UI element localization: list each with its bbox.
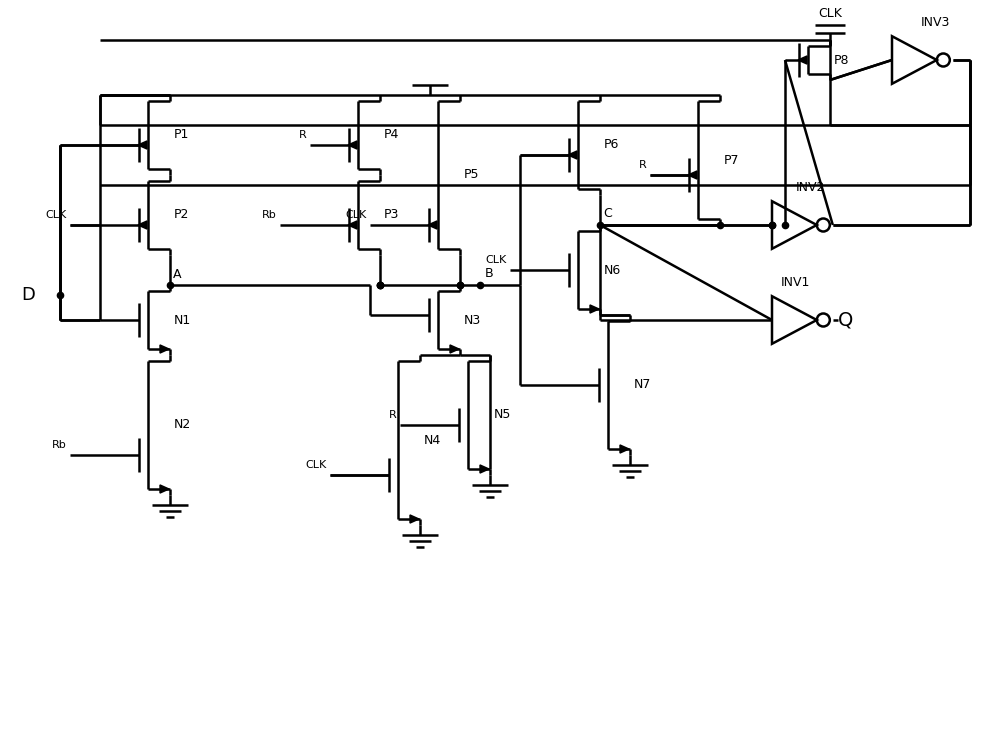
Polygon shape [428,221,437,229]
Text: CLK: CLK [346,210,367,220]
Text: INV3: INV3 [920,16,950,29]
Polygon shape [160,485,169,493]
Text: C: C [603,207,612,220]
Polygon shape [568,151,577,159]
Text: B: B [485,267,494,280]
Text: R: R [389,410,397,420]
Text: P6: P6 [604,138,619,152]
Polygon shape [688,171,697,179]
Text: P1: P1 [174,128,189,141]
Text: INV2: INV2 [795,181,825,194]
Text: R: R [299,130,307,140]
Text: INV1: INV1 [780,276,810,289]
Polygon shape [798,56,807,64]
Polygon shape [410,515,419,523]
Polygon shape [138,141,147,149]
Polygon shape [348,141,357,149]
Text: N2: N2 [174,418,191,432]
Text: CLK: CLK [306,460,327,470]
Text: P8: P8 [834,54,850,66]
Text: Rb: Rb [262,210,277,220]
Polygon shape [620,445,629,453]
Polygon shape [160,345,169,353]
Text: P7: P7 [724,153,740,167]
Text: CLK: CLK [818,7,842,20]
Text: N7: N7 [634,378,651,392]
Text: P3: P3 [384,208,399,221]
Text: R: R [639,160,647,170]
Text: Q: Q [838,310,853,329]
Text: D: D [21,286,35,304]
Text: P4: P4 [384,128,399,141]
Text: N1: N1 [174,313,191,326]
Polygon shape [138,221,147,229]
Text: N4: N4 [424,433,441,446]
Text: A: A [173,268,182,281]
Text: P5: P5 [464,168,480,181]
Text: Rb: Rb [52,440,67,450]
Polygon shape [450,345,459,353]
Text: P2: P2 [174,208,189,221]
Text: N5: N5 [494,408,511,421]
Polygon shape [590,305,599,313]
Text: CLK: CLK [486,255,507,265]
Text: N6: N6 [604,263,621,276]
Text: N3: N3 [464,313,481,326]
Text: CLK: CLK [46,210,67,220]
Polygon shape [348,221,357,229]
Polygon shape [480,465,489,473]
